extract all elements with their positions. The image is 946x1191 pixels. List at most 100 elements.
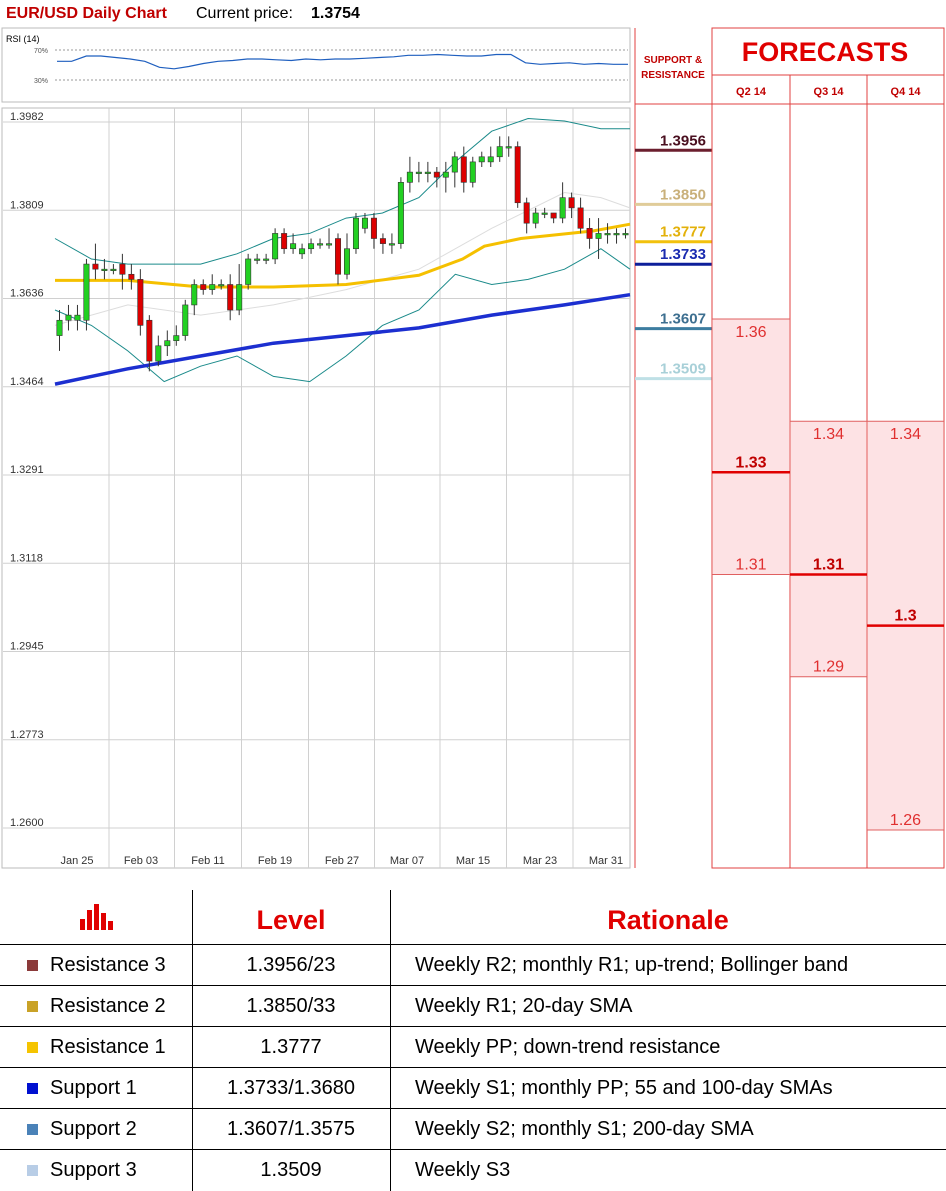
level-name: Resistance 1: [50, 1036, 166, 1058]
candle: [290, 233, 297, 254]
forecast-column: Q2 14 1.36 1.33 1.31: [712, 86, 790, 575]
sma-blue-line: [54, 292, 631, 386]
forecast-mid: 1.31: [813, 557, 844, 574]
candle: [308, 238, 315, 254]
sr-level: 1.3850: [635, 186, 712, 206]
candle: [541, 207, 548, 219]
candle: [388, 233, 395, 254]
y-tick-label: 1.3291: [10, 464, 44, 476]
x-tick-label: Feb 03: [124, 855, 158, 867]
candle: [361, 212, 368, 234]
sr-level-label: 1.3733: [660, 246, 706, 263]
level-color-swatch: [27, 1001, 38, 1012]
forecast-mid: 1.3: [894, 608, 916, 625]
y-tick-label: 1.2773: [10, 729, 44, 741]
candle: [604, 223, 611, 244]
level-color-swatch: [27, 1165, 38, 1176]
y-tick-label: 1.2600: [10, 817, 44, 829]
candle: [514, 141, 521, 208]
candle: [451, 151, 458, 188]
candle: [119, 253, 126, 290]
level-rationale: Weekly PP; down-trend resistance: [415, 1036, 721, 1058]
bar-chart-icon: [80, 904, 113, 930]
x-tick-label: Mar 23: [523, 855, 557, 867]
candle: [245, 253, 252, 290]
candle: [218, 279, 225, 290]
level-value: 1.3777: [260, 1036, 322, 1058]
support-resistance-panel: SUPPORT & RESISTANCE 1.3956 1.3850 1.3777 1…: [634, 28, 712, 868]
forecast-quarter: Q4 14: [891, 86, 922, 98]
forecast-quarter: Q2 14: [736, 86, 767, 98]
level-color-swatch: [27, 1083, 38, 1094]
x-tick-label: Mar 07: [390, 855, 424, 867]
forecast-column: Q4 14 1.34 1.3 1.26: [867, 86, 944, 831]
candle: [442, 161, 449, 193]
level-name: Resistance 2: [50, 995, 166, 1017]
candle: [496, 136, 503, 162]
sr-level-label: 1.3850: [660, 186, 706, 203]
chart-area: EUR/USD Daily Chart Current price: 1.375…: [1, 5, 945, 869]
y-tick-label: 1.3809: [10, 199, 44, 211]
level-rationale: Weekly R1; 20-day SMA: [415, 995, 633, 1017]
candle: [254, 253, 261, 265]
candle: [281, 228, 288, 254]
sr-header-line2: RESISTANCE: [641, 70, 705, 81]
level-value: 1.3956/23: [246, 954, 336, 976]
candle: [92, 243, 99, 280]
level-value: 1.3509: [260, 1159, 322, 1181]
level-name: Support 3: [50, 1159, 137, 1181]
forecast-high: 1.34: [890, 426, 921, 443]
candle: [559, 182, 566, 224]
candle: [182, 299, 189, 341]
sr-level: 1.3607: [635, 311, 712, 331]
bollinger-lower-line: [54, 248, 631, 383]
forecast-high: 1.36: [735, 324, 766, 341]
table-header-rationale: Rationale: [607, 905, 729, 935]
candle: [532, 207, 539, 229]
candle: [227, 274, 234, 321]
x-tick-label: Mar 15: [456, 855, 490, 867]
level-rationale: Weekly S1; monthly PP; 55 and 100-day SM…: [415, 1077, 833, 1099]
rsi-label: RSI (14): [6, 34, 40, 44]
y-tick-label: 1.3464: [10, 376, 44, 388]
sr-level: 1.3733: [635, 246, 712, 266]
rsi-line: [57, 53, 628, 70]
candle: [523, 197, 530, 234]
candle: [568, 192, 575, 219]
price-chart: 1.3982 1.3809 1.3636 1.3464 1.3291 1.3118 1.29…: [1, 107, 631, 869]
candle: [550, 212, 557, 224]
forecast-quarter: Q3 14: [814, 86, 845, 98]
level-name: Support 1: [50, 1077, 137, 1099]
candle: [352, 212, 359, 254]
x-tick-label: Feb 11: [191, 855, 224, 867]
sr-level: 1.3777: [635, 224, 712, 244]
candle: [101, 258, 108, 280]
sr-level: 1.3956: [635, 132, 712, 152]
level-value: 1.3733/1.3680: [227, 1077, 355, 1099]
candle: [397, 177, 404, 249]
candle: [110, 264, 117, 275]
price-value: 1.3754: [311, 5, 360, 22]
table-row: Resistance 3 1.3956/23 Weekly R2; monthly …: [0, 944, 946, 986]
chart-title: EUR/USD Daily Chart: [6, 5, 168, 22]
x-tick-label: Feb 27: [325, 855, 359, 867]
candle: [595, 218, 602, 259]
candle: [406, 156, 413, 193]
candle: [164, 330, 171, 357]
candle: [343, 233, 350, 280]
candle: [317, 238, 324, 249]
y-tick-label: 1.3636: [10, 288, 44, 300]
sr-level-label: 1.3607: [660, 311, 706, 328]
level-color-swatch: [27, 1124, 38, 1135]
level-name: Resistance 3: [50, 954, 166, 976]
table-header-level: Level: [256, 905, 326, 935]
sr-level-label: 1.3956: [660, 132, 706, 149]
candle: [478, 151, 485, 167]
candle: [622, 228, 629, 239]
table-row: Support 1 1.3733/1.3680 Weekly S1; monthly…: [0, 1067, 946, 1109]
candle: [505, 136, 512, 157]
candle: [586, 218, 593, 249]
forecast-low: 1.31: [735, 557, 766, 574]
candle: [613, 228, 620, 244]
